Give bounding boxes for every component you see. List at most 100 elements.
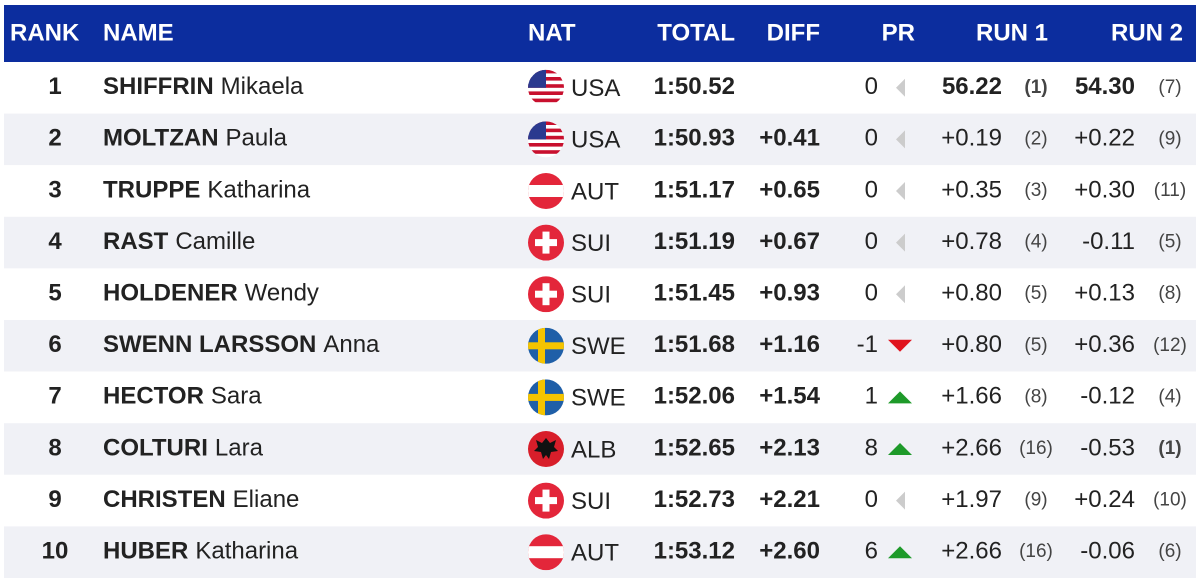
flag bbox=[528, 173, 564, 209]
run1-time: +0.80 bbox=[941, 280, 1002, 307]
pr: 6 bbox=[865, 538, 878, 565]
run1-rank: (5) bbox=[1024, 335, 1047, 356]
header-nat: NAT bbox=[528, 19, 576, 46]
rank: 6 bbox=[48, 331, 61, 358]
run2-time: +0.24 bbox=[1074, 486, 1135, 513]
total: 1:50.93 bbox=[654, 125, 735, 152]
run1-time: 56.22 bbox=[942, 73, 1002, 100]
first-name: Mikaela bbox=[221, 73, 304, 100]
run1-time: +0.19 bbox=[941, 125, 1002, 152]
rank: 1 bbox=[48, 73, 61, 100]
row-bg bbox=[4, 526, 1196, 578]
flag bbox=[528, 328, 564, 364]
pr: 8 bbox=[865, 434, 878, 461]
row-bg bbox=[4, 62, 1196, 114]
total: 1:50.52 bbox=[654, 73, 735, 100]
row-bg bbox=[4, 268, 1196, 320]
run1-time: +0.35 bbox=[941, 176, 1002, 203]
run2-time: -0.06 bbox=[1080, 538, 1135, 565]
run2-rank: (12) bbox=[1153, 335, 1187, 356]
run1-rank: (8) bbox=[1024, 386, 1047, 407]
flag bbox=[528, 225, 564, 261]
pr-trend-icon bbox=[896, 285, 905, 304]
pr: 0 bbox=[865, 228, 878, 255]
run1-rank: (5) bbox=[1024, 283, 1047, 304]
first-name: Katharina bbox=[195, 538, 298, 565]
run1-rank: (2) bbox=[1024, 128, 1047, 149]
header-run1: RUN 1 bbox=[976, 19, 1048, 46]
row-bg bbox=[4, 320, 1196, 372]
diff: +0.41 bbox=[759, 125, 820, 152]
first-name: Katharina bbox=[207, 176, 310, 203]
first-name: Eliane bbox=[233, 486, 300, 513]
nat: SUI bbox=[571, 230, 611, 257]
pr-trend-icon bbox=[888, 443, 912, 455]
flag bbox=[528, 534, 564, 570]
pr: 0 bbox=[865, 176, 878, 203]
header-name: NAME bbox=[103, 19, 174, 46]
diff: +1.54 bbox=[759, 383, 820, 410]
run2-rank: (8) bbox=[1158, 283, 1181, 304]
total: 1:51.17 bbox=[654, 176, 735, 203]
row-bg bbox=[4, 423, 1196, 475]
nat: ALB bbox=[571, 436, 616, 463]
run2-time: 54.30 bbox=[1075, 73, 1135, 100]
nat: USA bbox=[571, 75, 620, 102]
pr-trend-icon bbox=[896, 78, 905, 97]
diff: +0.67 bbox=[759, 228, 820, 255]
pr: -1 bbox=[857, 331, 878, 358]
run2-time: +0.30 bbox=[1074, 176, 1135, 203]
last-name: CHRISTEN bbox=[103, 486, 226, 513]
first-name: Wendy bbox=[245, 280, 319, 307]
run1-rank: (9) bbox=[1024, 490, 1047, 511]
last-name: MOLTZAN bbox=[103, 125, 219, 152]
last-name: HUBER bbox=[103, 538, 188, 565]
pr-trend-icon bbox=[896, 130, 905, 149]
run2-time: -0.12 bbox=[1080, 383, 1135, 410]
header-bar bbox=[4, 5, 1196, 62]
row-bg bbox=[4, 216, 1196, 269]
rank: 4 bbox=[48, 228, 62, 255]
flag bbox=[528, 276, 564, 312]
run1-time: +2.66 bbox=[941, 538, 1002, 565]
run1-time: +1.66 bbox=[941, 383, 1002, 410]
diff: +2.13 bbox=[759, 434, 820, 461]
run1-rank: (16) bbox=[1019, 541, 1053, 562]
first-name: Anna bbox=[323, 331, 380, 358]
pr-trend-icon bbox=[888, 339, 912, 352]
diff: +0.65 bbox=[759, 176, 820, 203]
last-name: HOLDENER bbox=[103, 280, 238, 307]
run1-rank: (16) bbox=[1019, 438, 1053, 459]
flag bbox=[528, 70, 564, 106]
pr: 0 bbox=[865, 73, 878, 100]
diff: +2.21 bbox=[759, 486, 820, 513]
flag bbox=[528, 483, 564, 519]
pr-trend-icon bbox=[888, 391, 912, 404]
total: 1:52.06 bbox=[654, 383, 735, 410]
flag bbox=[528, 379, 564, 415]
header-run2: RUN 2 bbox=[1111, 19, 1183, 46]
last-name: RAST bbox=[103, 228, 169, 255]
row-bg bbox=[4, 371, 1196, 424]
first-name: Sara bbox=[211, 383, 262, 410]
run2-rank: (4) bbox=[1158, 386, 1181, 407]
run1-time: +0.78 bbox=[941, 228, 1002, 255]
flag bbox=[528, 431, 564, 467]
row-bg bbox=[4, 474, 1196, 527]
total: 1:51.19 bbox=[654, 228, 735, 255]
pr-trend-icon bbox=[896, 491, 905, 510]
nat: AUT bbox=[571, 178, 619, 205]
first-name: Camille bbox=[175, 228, 255, 255]
diff: +2.60 bbox=[759, 538, 820, 565]
pr-trend-icon bbox=[888, 546, 912, 559]
run2-rank: (1) bbox=[1158, 438, 1181, 459]
pr: 0 bbox=[865, 125, 878, 152]
header-total: TOTAL bbox=[657, 19, 735, 46]
pr-trend-icon bbox=[896, 182, 905, 200]
last-name: HECTOR bbox=[103, 383, 204, 410]
diff: +1.16 bbox=[759, 331, 820, 358]
pr: 0 bbox=[865, 486, 878, 513]
nat: SWE bbox=[571, 333, 626, 360]
run2-time: +0.13 bbox=[1074, 280, 1135, 307]
run1-rank: (4) bbox=[1024, 232, 1047, 253]
